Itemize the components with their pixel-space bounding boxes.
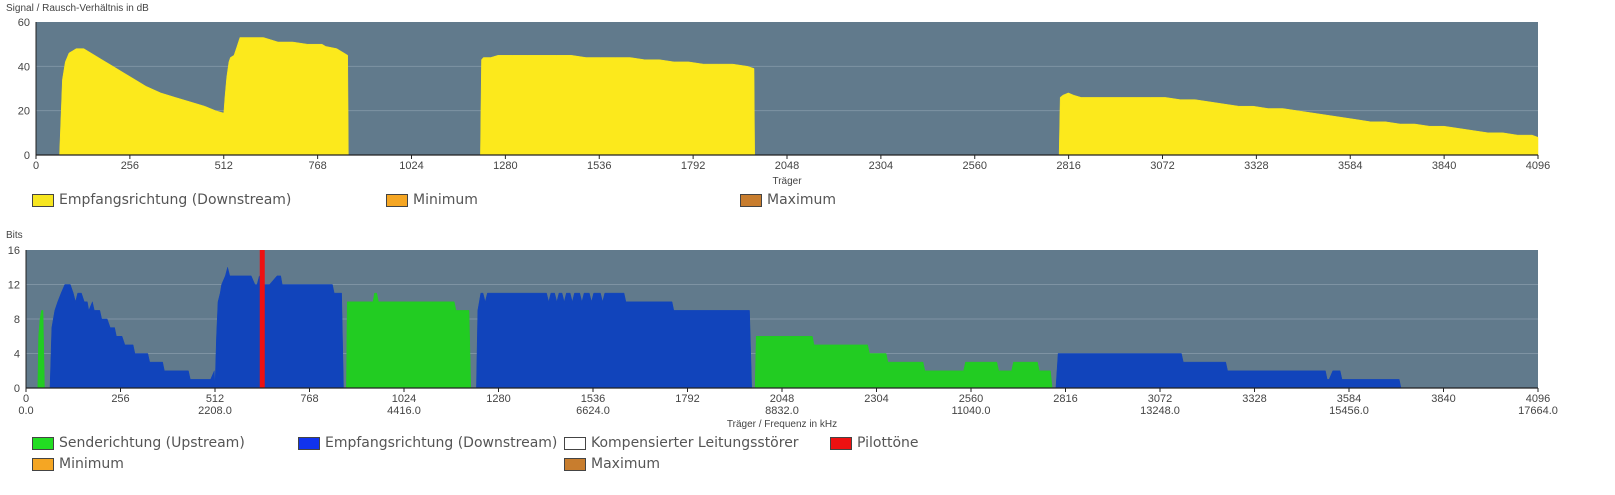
series-area-2-2-4 (1055, 353, 1402, 389)
legend-label: Senderichtung (Upstream) (59, 435, 245, 451)
series-area-1-1-3 (1058, 92, 1539, 156)
legend-swatch (32, 193, 54, 207)
x-tick-label: 2816 (1056, 160, 1080, 172)
x-tick-label: 4096 (1526, 393, 1550, 405)
y-tick-label: 8 (14, 314, 20, 326)
legend-swatch (564, 457, 586, 471)
x-tick-label: 0 (33, 160, 39, 172)
series-area-1-1-1 (59, 37, 349, 156)
x-tick-label: 3328 (1244, 160, 1268, 172)
x-tick-label: 2048 (775, 160, 799, 172)
x-tick-label: 2304 (864, 393, 888, 405)
freq-tick-label: 6624.0 (576, 405, 610, 417)
x-tick-label: 256 (111, 393, 129, 405)
x-tick-label: 3840 (1432, 160, 1456, 172)
x-tick-label: 2560 (963, 160, 987, 172)
y-tick-label: 40 (18, 61, 30, 73)
legend-label: Kompensierter Leitungsstörer (591, 435, 799, 451)
x-tick-label: 3584 (1338, 160, 1362, 172)
y-axis-label: Signal / Rausch-Verhältnis in dB (6, 3, 149, 14)
x-tick-label: 3072 (1148, 393, 1172, 405)
legend-label: Pilottöne (857, 435, 919, 451)
y-tick-label: 20 (18, 106, 30, 118)
x-tick-label: 1280 (493, 160, 517, 172)
y-tick-label: 0 (14, 383, 20, 395)
x-tick-label: 768 (308, 160, 326, 172)
legend-swatch (32, 436, 54, 450)
series-area-2-1-3 (754, 336, 1053, 389)
x-tick-label: 768 (300, 393, 318, 405)
x-tick-label: 3328 (1242, 393, 1266, 405)
legend-label: Minimum (413, 192, 478, 208)
series-area-2-2-1 (49, 284, 216, 389)
x-tick-label: 1792 (681, 160, 705, 172)
x-tick-label: 2048 (770, 393, 794, 405)
x-tick-label: 4096 (1526, 160, 1550, 172)
legend-item[interactable]: Empfangsrichtung (Downstream) (32, 192, 291, 208)
legend-label: Maximum (767, 192, 836, 208)
freq-tick-label: 4416.0 (387, 405, 421, 417)
legend-item[interactable]: Maximum (740, 192, 836, 208)
y-tick-label: 16 (8, 245, 20, 257)
legend-swatch (830, 436, 852, 450)
freq-tick-label: 2208.0 (198, 405, 232, 417)
x-tick-label: 512 (206, 393, 224, 405)
y-tick-label: 4 (14, 349, 20, 361)
x-tick-label: 1024 (399, 160, 423, 172)
x-tick-label: 1280 (486, 393, 510, 405)
x-tick-label: 0 (23, 393, 29, 405)
series-area-1-1-2 (480, 55, 755, 156)
legend-label: Empfangsrichtung (Downstream) (59, 192, 292, 208)
legend-swatch (298, 436, 320, 450)
legend-item[interactable]: Minimum (386, 192, 478, 208)
legend-swatch (386, 193, 408, 207)
legend-item[interactable]: Pilottöne (830, 435, 919, 451)
legend-swatch (740, 193, 762, 207)
legend-label: Minimum (59, 456, 124, 472)
y-tick-label: 0 (24, 150, 30, 162)
x-tick-label: 2304 (869, 160, 893, 172)
legend-label: Maximum (591, 456, 660, 472)
x-tick-label: 1536 (587, 160, 611, 172)
freq-tick-label: 11040.0 (952, 405, 991, 417)
x-tick-label: 3584 (1337, 393, 1361, 405)
x-tick-label: 3840 (1431, 393, 1455, 405)
y-axis-label: Bits (6, 230, 23, 241)
x-tick-label: 2560 (959, 393, 983, 405)
legend-item[interactable]: Senderichtung (Upstream) (32, 435, 245, 451)
freq-tick-label: 15456.0 (1329, 405, 1369, 417)
freq-tick-label: 17664.0 (1518, 405, 1558, 417)
legend-item[interactable]: Minimum (32, 456, 124, 472)
x-tick-label: 512 (215, 160, 233, 172)
x-tick-label: 1024 (392, 393, 416, 405)
x-tick-label: 2816 (1053, 393, 1077, 405)
legend-item[interactable]: Kompensierter Leitungsstörer (564, 435, 799, 451)
x-tick-label: 1792 (675, 393, 699, 405)
x-tick-label: 3072 (1150, 160, 1174, 172)
series-area-2-1-2 (346, 292, 472, 389)
x-tick-label: 256 (121, 160, 139, 172)
freq-tick-label: 8832.0 (765, 405, 799, 417)
y-tick-label: 60 (18, 17, 30, 29)
legend-swatch (32, 457, 54, 471)
series-area-2-2-2 (214, 266, 344, 389)
x-axis-label: Träger (772, 176, 802, 187)
x-axis-label: Träger / Frequenz in kHz (727, 419, 837, 430)
freq-tick-label: 13248.0 (1140, 405, 1180, 417)
legend-item[interactable]: Maximum (564, 456, 660, 472)
legend-swatch (564, 436, 586, 450)
legend-item[interactable]: Empfangsrichtung (Downstream) (298, 435, 557, 451)
series-area-2-2-3 (476, 292, 752, 389)
legend-label: Empfangsrichtung (Downstream) (325, 435, 558, 451)
y-tick-label: 12 (8, 280, 20, 292)
pilot-tone-bar-1 (259, 250, 265, 388)
freq-tick-label: 0.0 (18, 405, 33, 417)
x-tick-label: 1536 (581, 393, 605, 405)
